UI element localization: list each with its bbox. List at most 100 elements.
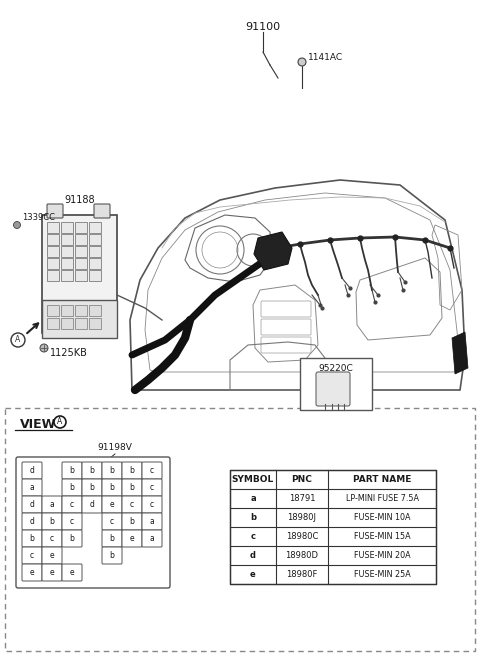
FancyBboxPatch shape [62, 479, 82, 496]
FancyBboxPatch shape [42, 513, 62, 530]
FancyBboxPatch shape [102, 462, 122, 479]
FancyBboxPatch shape [316, 372, 350, 406]
Text: a: a [30, 483, 35, 492]
FancyBboxPatch shape [88, 234, 100, 245]
Text: b: b [109, 466, 114, 475]
FancyBboxPatch shape [42, 300, 117, 338]
Polygon shape [254, 232, 292, 270]
FancyBboxPatch shape [261, 337, 311, 353]
Text: d: d [30, 466, 35, 475]
FancyBboxPatch shape [94, 204, 110, 218]
Polygon shape [452, 332, 468, 374]
Text: e: e [50, 551, 54, 560]
Text: FUSE-MIN 25A: FUSE-MIN 25A [354, 570, 410, 579]
FancyBboxPatch shape [60, 270, 72, 281]
Text: d: d [30, 517, 35, 526]
FancyBboxPatch shape [74, 222, 86, 232]
FancyBboxPatch shape [88, 318, 100, 329]
Text: 18980D: 18980D [286, 551, 319, 560]
Text: b: b [130, 483, 134, 492]
FancyBboxPatch shape [62, 513, 82, 530]
Text: c: c [70, 500, 74, 509]
Text: b: b [70, 534, 74, 543]
Text: FUSE-MIN 10A: FUSE-MIN 10A [354, 513, 410, 522]
Text: b: b [109, 534, 114, 543]
Text: FUSE-MIN 15A: FUSE-MIN 15A [354, 532, 410, 541]
FancyBboxPatch shape [47, 245, 59, 256]
Text: e: e [70, 568, 74, 577]
Circle shape [40, 344, 48, 352]
Text: 18980J: 18980J [288, 513, 316, 522]
Text: b: b [70, 466, 74, 475]
Text: c: c [251, 532, 255, 541]
FancyBboxPatch shape [74, 318, 86, 329]
Text: e: e [50, 568, 54, 577]
FancyBboxPatch shape [5, 408, 475, 651]
Text: 1125KB: 1125KB [50, 348, 88, 358]
FancyBboxPatch shape [122, 496, 142, 513]
FancyBboxPatch shape [42, 215, 117, 333]
Text: 18791: 18791 [289, 494, 315, 503]
FancyBboxPatch shape [82, 462, 102, 479]
Text: c: c [50, 534, 54, 543]
Circle shape [13, 222, 21, 228]
FancyBboxPatch shape [22, 462, 42, 479]
FancyBboxPatch shape [22, 547, 42, 564]
FancyBboxPatch shape [102, 547, 122, 564]
FancyBboxPatch shape [230, 470, 436, 584]
Text: d: d [250, 551, 256, 560]
FancyBboxPatch shape [42, 547, 62, 564]
Text: A: A [15, 335, 21, 344]
FancyBboxPatch shape [22, 479, 42, 496]
Text: 91198V: 91198V [97, 443, 132, 452]
FancyBboxPatch shape [62, 564, 82, 581]
FancyBboxPatch shape [142, 496, 162, 513]
Text: 91100: 91100 [245, 22, 281, 32]
FancyBboxPatch shape [42, 496, 62, 513]
FancyBboxPatch shape [142, 462, 162, 479]
Text: LP-MINI FUSE 7.5A: LP-MINI FUSE 7.5A [346, 494, 419, 503]
FancyBboxPatch shape [60, 318, 72, 329]
Text: c: c [70, 517, 74, 526]
Text: d: d [30, 500, 35, 509]
Text: 1141AC: 1141AC [308, 54, 343, 62]
FancyBboxPatch shape [88, 245, 100, 256]
Text: a: a [150, 517, 155, 526]
FancyBboxPatch shape [122, 513, 142, 530]
Text: e: e [110, 500, 114, 509]
FancyBboxPatch shape [102, 496, 122, 513]
Text: b: b [90, 466, 95, 475]
Text: c: c [130, 500, 134, 509]
Text: b: b [130, 517, 134, 526]
FancyBboxPatch shape [74, 258, 86, 268]
Text: b: b [250, 513, 256, 522]
Text: b: b [49, 517, 54, 526]
Text: b: b [70, 483, 74, 492]
FancyBboxPatch shape [60, 304, 72, 316]
FancyBboxPatch shape [122, 462, 142, 479]
Text: c: c [150, 500, 154, 509]
Text: 95220C: 95220C [319, 364, 353, 373]
FancyBboxPatch shape [88, 222, 100, 232]
Text: PNC: PNC [291, 475, 312, 484]
Text: c: c [30, 551, 34, 560]
FancyBboxPatch shape [88, 258, 100, 268]
FancyBboxPatch shape [74, 304, 86, 316]
FancyBboxPatch shape [74, 234, 86, 245]
FancyBboxPatch shape [74, 270, 86, 281]
FancyBboxPatch shape [142, 479, 162, 496]
Circle shape [298, 58, 306, 66]
Text: e: e [130, 534, 134, 543]
FancyBboxPatch shape [42, 564, 62, 581]
Text: 91188: 91188 [65, 195, 96, 205]
Text: b: b [130, 466, 134, 475]
FancyBboxPatch shape [47, 222, 59, 232]
Text: b: b [90, 483, 95, 492]
Text: e: e [250, 570, 256, 579]
FancyBboxPatch shape [22, 530, 42, 547]
Text: 1339CC: 1339CC [22, 213, 55, 222]
FancyBboxPatch shape [47, 234, 59, 245]
Text: d: d [90, 500, 95, 509]
FancyBboxPatch shape [122, 479, 142, 496]
FancyBboxPatch shape [47, 304, 59, 316]
